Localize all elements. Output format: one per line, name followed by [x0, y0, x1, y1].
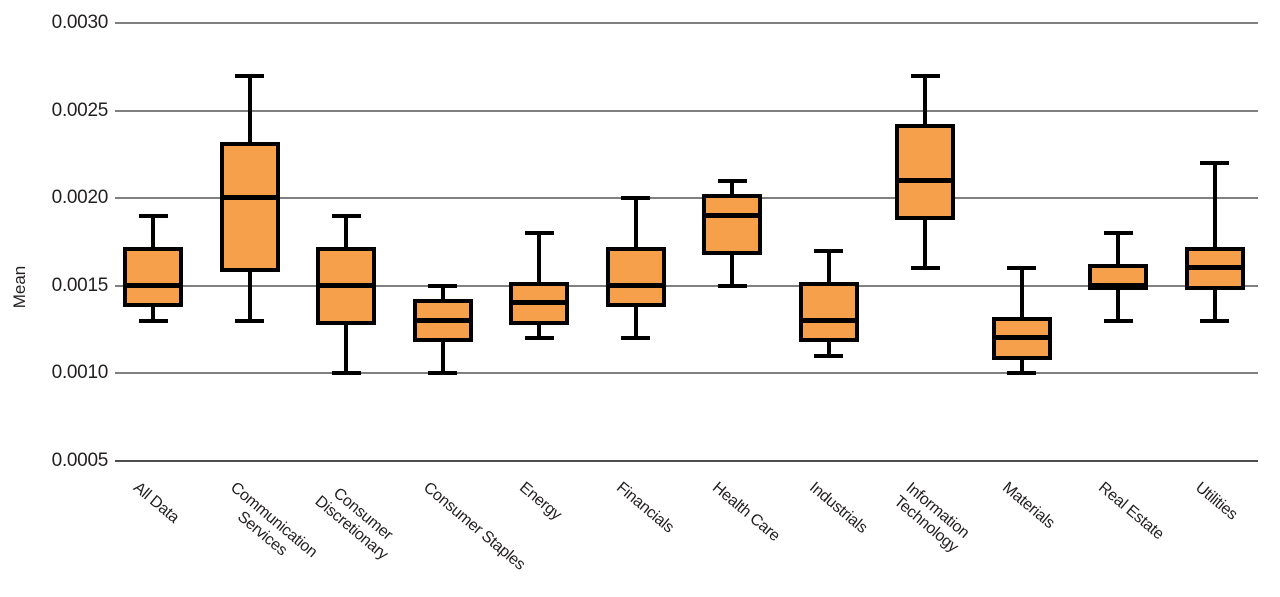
y-tick-label: 0.0005: [51, 450, 109, 471]
gridline: [115, 109, 1258, 112]
median-line: [509, 300, 570, 306]
x-axis-label: Information Technology: [891, 479, 973, 556]
x-axis-label: Real Estate: [1095, 479, 1168, 544]
box-rect: [219, 141, 280, 273]
whisker-cap-bottom: [1007, 371, 1037, 376]
whisker-cap-top: [524, 231, 554, 236]
y-tick-label: 0.0020: [51, 187, 109, 209]
gridline: [115, 22, 1258, 24]
gridline: [115, 460, 1258, 462]
whisker-cap-top: [621, 196, 651, 201]
x-axis-label: Industrials: [805, 479, 871, 537]
whisker-cap-top: [910, 73, 940, 78]
gridline: [115, 372, 1258, 375]
median-line: [991, 335, 1052, 341]
whisker-cap-bottom: [1200, 318, 1230, 323]
y-tick-label: 0.0015: [51, 274, 109, 296]
whisker-cap-top: [331, 213, 361, 218]
median-line: [316, 282, 377, 288]
box-rect: [895, 124, 956, 220]
box-rect: [123, 246, 184, 308]
whisker-stem: [1212, 163, 1217, 321]
whisker-cap-top: [138, 213, 168, 218]
y-tick-label: 0.0030: [51, 12, 109, 33]
gridline: [115, 197, 1258, 200]
gridline: [115, 284, 1258, 287]
whisker-cap-bottom: [524, 336, 554, 341]
whisker-cap-top: [1200, 161, 1230, 166]
median-line: [702, 212, 763, 218]
box-rect: [702, 194, 763, 255]
median-line: [123, 282, 184, 288]
box-rect: [605, 246, 666, 308]
whisker-cap-bottom: [910, 266, 940, 271]
y-tick-label: 0.0025: [51, 99, 109, 121]
x-axis-label: All Data: [130, 479, 183, 527]
median-line: [1184, 265, 1245, 271]
y-tick-label: 0.0010: [51, 362, 109, 384]
whisker-cap-bottom: [235, 318, 265, 323]
whisker-cap-bottom: [1103, 318, 1133, 323]
x-axis-label: Consumer Discretionary: [312, 484, 396, 564]
x-axis-label: Consumer Staples: [419, 479, 528, 574]
whisker-cap-bottom: [717, 283, 747, 288]
whisker-cap-bottom: [621, 336, 651, 341]
median-line: [895, 177, 956, 183]
whisker-cap-bottom: [428, 371, 458, 376]
whisker-cap-top: [1007, 266, 1037, 271]
median-line: [605, 282, 666, 288]
box-rect: [798, 281, 859, 343]
x-axis-label: Health Care: [709, 479, 784, 545]
whisker-cap-bottom: [138, 318, 168, 323]
x-axis-label: Energy: [516, 479, 565, 524]
x-axis-label: Communication Services: [226, 479, 320, 561]
x-axis-label: Financials: [612, 479, 677, 537]
whisker-cap-bottom: [331, 371, 361, 376]
x-axis-label: Utilities: [1191, 479, 1241, 524]
median-line: [219, 195, 280, 201]
whisker-cap-top: [814, 248, 844, 253]
median-line: [412, 317, 473, 323]
whisker-cap-top: [235, 73, 265, 78]
whisker-cap-top: [428, 283, 458, 288]
whisker-cap-top: [717, 178, 747, 183]
whisker-cap-bottom: [814, 353, 844, 358]
median-line: [798, 317, 859, 323]
x-axis-label: Materials: [998, 479, 1058, 533]
whisker-cap-top: [1103, 231, 1133, 236]
median-line: [1088, 282, 1149, 288]
